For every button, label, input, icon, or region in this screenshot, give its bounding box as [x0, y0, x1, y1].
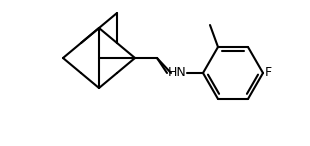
Text: HN: HN [168, 66, 186, 80]
Text: F: F [265, 66, 272, 80]
